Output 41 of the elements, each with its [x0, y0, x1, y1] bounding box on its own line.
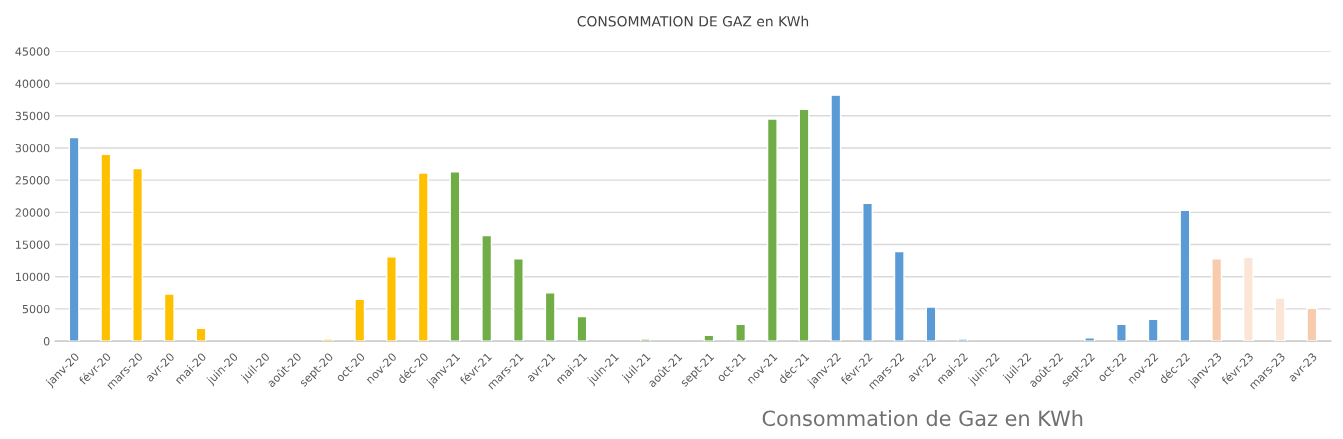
bar	[163, 293, 175, 342]
bar	[893, 250, 905, 342]
bar	[1084, 337, 1096, 342]
bar	[703, 334, 715, 342]
y-tick-label: 35000	[15, 111, 50, 121]
y-tick-label: 30000	[15, 143, 50, 153]
bar	[354, 298, 366, 342]
bar	[132, 167, 144, 342]
y-tick-label: 25000	[15, 176, 50, 185]
bar	[1274, 297, 1286, 342]
bar	[925, 306, 937, 342]
bar	[576, 315, 588, 342]
bar	[449, 171, 461, 342]
bar	[862, 202, 874, 342]
bar	[100, 153, 112, 342]
bar	[481, 234, 493, 342]
y-tick-label: 40000	[15, 79, 50, 88]
y-tick-label: 45000	[15, 47, 50, 56]
y-tick-label: 20000	[15, 208, 50, 217]
bar	[512, 257, 524, 342]
bar	[798, 108, 810, 342]
text: Consommation de Gaz en KWh	[762, 410, 1083, 427]
bar	[386, 256, 397, 342]
bar	[68, 136, 80, 342]
bar	[830, 94, 842, 342]
bar	[766, 118, 778, 342]
bar	[735, 323, 747, 342]
y-tick-label: 10000	[16, 272, 50, 282]
bar	[1211, 257, 1223, 342]
y-tick-label: 0	[43, 337, 50, 346]
bar	[1147, 318, 1159, 342]
bar	[1179, 209, 1191, 342]
chart-title: CONSOMMATION DE GAZ en KWh	[577, 15, 809, 27]
bar	[1242, 256, 1254, 342]
y-tick-label: 5000	[22, 304, 50, 314]
bar	[1306, 307, 1318, 342]
bar	[195, 327, 207, 342]
bar	[1115, 323, 1127, 342]
y-tick-label: 15000	[16, 240, 50, 249]
bar	[544, 292, 556, 342]
bar	[417, 172, 429, 342]
